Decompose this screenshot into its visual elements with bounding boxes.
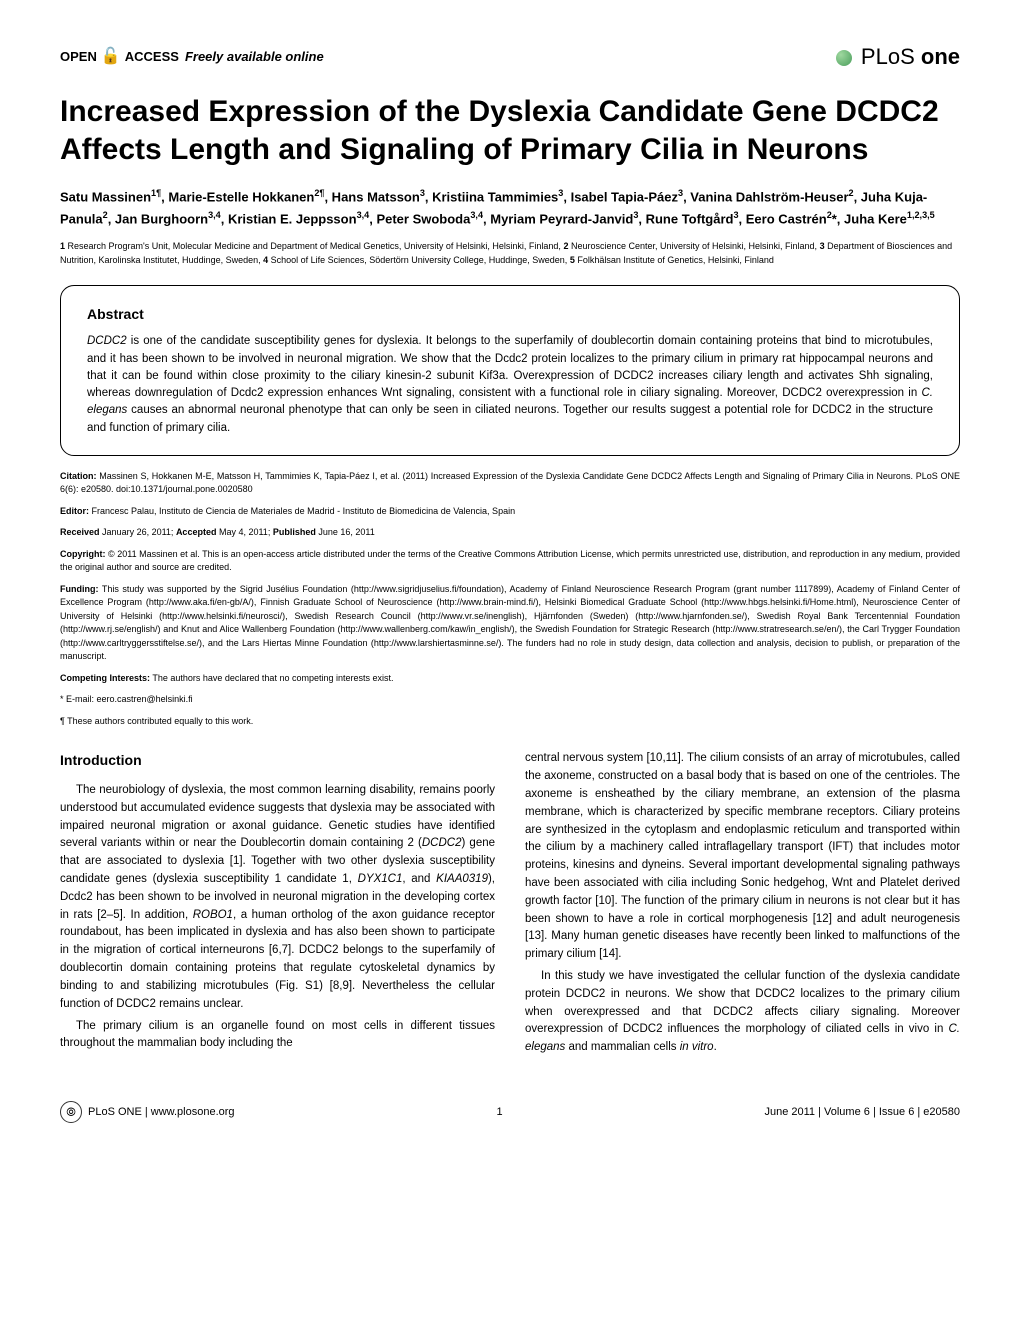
plos-dot-icon (836, 50, 852, 66)
header-row: OPEN 🔓 ACCESS Freely available online PL… (60, 40, 960, 73)
footer-page-number: 1 (496, 1104, 502, 1121)
introduction-heading: Introduction (60, 750, 495, 772)
article-title: Increased Expression of the Dyslexia Can… (60, 93, 960, 168)
editor-text: Francesc Palau, Instituto de Ciencia de … (92, 506, 516, 516)
intro-para-2: The primary cilium is an organelle found… (60, 1018, 495, 1054)
email-block: * E-mail: eero.castren@helsinki.fi (60, 693, 960, 707)
editor-block: Editor: Francesc Palau, Instituto de Cie… (60, 505, 960, 519)
lock-icon: 🔓 (101, 45, 121, 69)
body-columns: Introduction The neurobiology of dyslexi… (60, 750, 960, 1061)
citation-block: Citation: Massinen S, Hokkanen M-E, Mats… (60, 470, 960, 497)
open-access-tagline: Freely available online (185, 47, 324, 67)
column-left: Introduction The neurobiology of dyslexi… (60, 750, 495, 1061)
page-footer: ⦾ PLoS ONE | www.plosone.org 1 June 2011… (60, 1101, 960, 1123)
open-access-open: OPEN (60, 47, 97, 67)
funding-block: Funding: This study was supported by the… (60, 583, 960, 664)
equal-contrib-block: ¶ These authors contributed equally to t… (60, 715, 960, 729)
author-list: Satu Massinen1¶, Marie-Estelle Hokkanen2… (60, 186, 960, 230)
competing-block: Competing Interests: The authors have de… (60, 672, 960, 686)
funding-text: This study was supported by the Sigrid J… (60, 584, 960, 662)
column-right: central nervous system [10,11]. The cili… (525, 750, 960, 1061)
affiliations: 1 Research Program's Unit, Molecular Med… (60, 240, 960, 267)
abstract-box: Abstract DCDC2 is one of the candidate s… (60, 285, 960, 456)
abstract-text: DCDC2 is one of the candidate susceptibi… (87, 333, 933, 437)
intro-para-1: The neurobiology of dyslexia, the most c… (60, 782, 495, 1014)
logo-plos: PLoS (861, 44, 915, 69)
copyright-block: Copyright: © 2011 Massinen et al. This i… (60, 548, 960, 575)
footer-logo: ⦾ PLoS ONE | www.plosone.org (60, 1101, 235, 1123)
intro-para-2-cont: central nervous system [10,11]. The cili… (525, 750, 960, 964)
abstract-heading: Abstract (87, 304, 933, 325)
journal-logo: PLoS one (836, 40, 960, 73)
open-access-access: ACCESS (125, 47, 179, 67)
footer-plos-icon: ⦾ (60, 1101, 82, 1123)
logo-one: one (921, 44, 960, 69)
open-access-badge: OPEN 🔓 ACCESS Freely available online (60, 45, 324, 69)
intro-para-3: In this study we have investigated the c… (525, 968, 960, 1057)
citation-text: Massinen S, Hokkanen M-E, Matsson H, Tam… (60, 471, 960, 495)
dates-block: Received January 26, 2011; Accepted May … (60, 526, 960, 540)
dates-text: January 26, 2011; Accepted May 4, 2011; … (102, 527, 375, 537)
copyright-text: © 2011 Massinen et al. This is an open-a… (60, 549, 960, 573)
competing-text: The authors have declared that no compet… (152, 673, 393, 683)
footer-journal: PLoS ONE | www.plosone.org (88, 1104, 235, 1121)
footer-issue: June 2011 | Volume 6 | Issue 6 | e20580 (764, 1104, 960, 1121)
